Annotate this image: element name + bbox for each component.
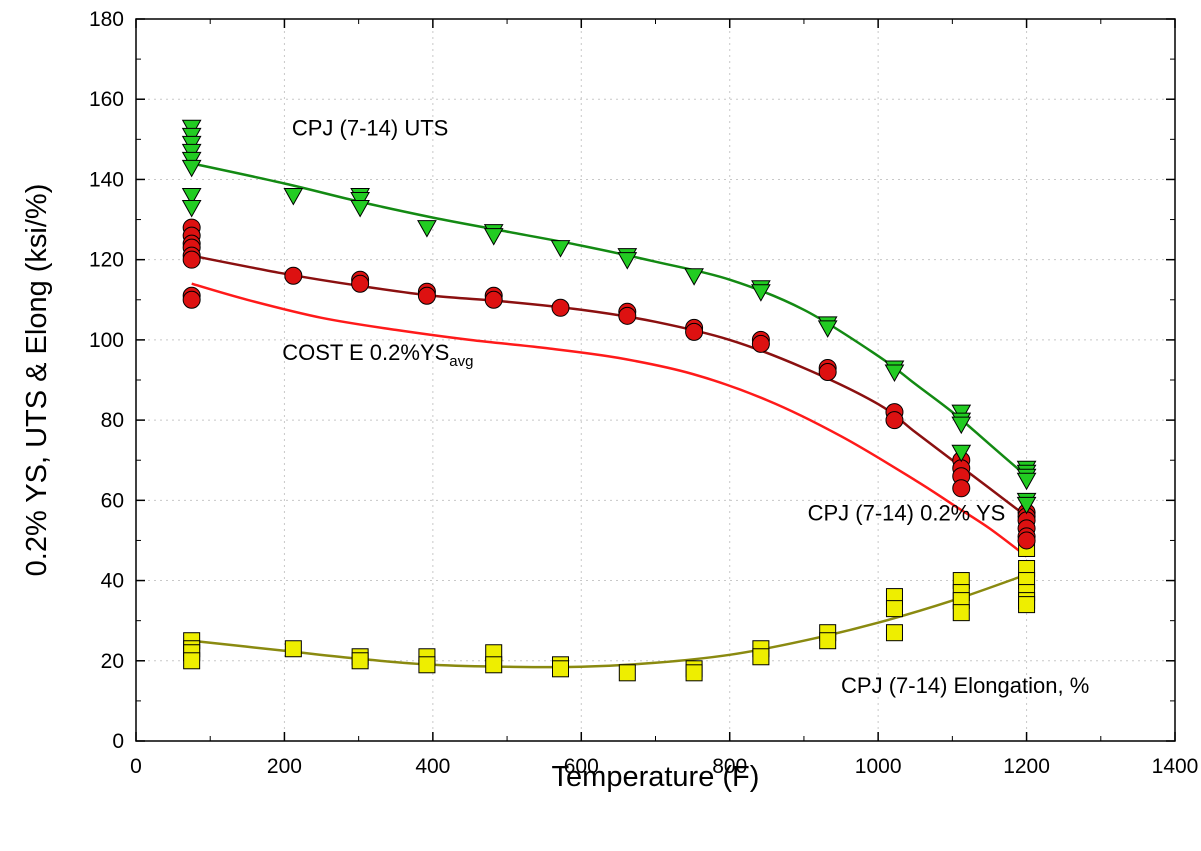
elongation-marker bbox=[685, 664, 703, 682]
ys-marker bbox=[484, 290, 503, 309]
uts-marker bbox=[1016, 472, 1037, 491]
elongation-marker bbox=[952, 604, 970, 622]
x-tick-label: 200 bbox=[267, 755, 302, 778]
uts-marker bbox=[951, 444, 972, 463]
elongation-marker bbox=[752, 648, 770, 666]
uts-marker bbox=[617, 252, 638, 270]
fit-line bbox=[191, 254, 1028, 518]
y-tick-label: 120 bbox=[89, 249, 124, 272]
tick-labels: 0 200 400 600 800 1000 1200 1400 0 20 40 60 80 100 120… bbox=[89, 8, 1198, 778]
x-tick-label: 600 bbox=[564, 755, 599, 778]
ys-marker bbox=[685, 322, 704, 341]
elongation-marker bbox=[618, 664, 636, 682]
ys-marker bbox=[182, 290, 201, 309]
uts-marker bbox=[550, 240, 571, 258]
y-tick-label: 160 bbox=[89, 88, 124, 111]
elongation-marker bbox=[552, 660, 570, 678]
y-tick-label: 20 bbox=[101, 650, 124, 673]
uts-marker bbox=[417, 220, 437, 238]
uts-marker bbox=[751, 284, 771, 302]
ys-marker bbox=[885, 411, 904, 430]
elongation-marker bbox=[351, 652, 369, 670]
uts-marker bbox=[684, 268, 704, 286]
uts-marker bbox=[181, 187, 202, 206]
uts-marker bbox=[181, 159, 202, 178]
ys-marker bbox=[618, 306, 637, 325]
elongation-marker bbox=[183, 652, 201, 670]
x-tick-label: 1000 bbox=[855, 755, 902, 778]
ys-marker bbox=[818, 362, 837, 381]
y-tick-label: 180 bbox=[89, 8, 124, 31]
annotation-label: COST E 0.2%YSavg bbox=[282, 340, 473, 370]
ys-marker bbox=[417, 286, 436, 305]
elongation-marker bbox=[819, 632, 837, 650]
y-axis-title: 0.2% YS, UTS & Elong (ksi/%) bbox=[21, 184, 53, 577]
x-tick-label: 0 bbox=[130, 755, 142, 778]
data-markers bbox=[181, 119, 1037, 682]
annotations: CPJ (7-14) UTS COST E 0.2%YSavg CPJ (7-14)… bbox=[282, 115, 1089, 698]
elongation-marker bbox=[485, 656, 503, 674]
y-tick-label: 60 bbox=[101, 489, 124, 512]
ys-marker bbox=[182, 250, 201, 269]
ys-marker bbox=[551, 298, 570, 317]
uts-marker bbox=[951, 416, 972, 435]
x-tick-label: 1400 bbox=[1152, 755, 1199, 778]
x-tick-label: 800 bbox=[712, 755, 747, 778]
y-tick-label: 40 bbox=[101, 570, 124, 593]
ys-marker bbox=[952, 479, 971, 498]
uts-marker bbox=[350, 200, 370, 218]
uts-marker bbox=[483, 228, 504, 246]
fit-line bbox=[191, 162, 1028, 478]
elongation-marker bbox=[885, 624, 903, 642]
fit-line bbox=[191, 573, 1028, 669]
uts-marker bbox=[1016, 496, 1037, 515]
axis-ticks bbox=[135, 18, 1176, 742]
annotation-label: CPJ (7-14) Elongation, % bbox=[841, 673, 1089, 698]
annotation-label: CPJ (7-14) 0.2% YS bbox=[808, 500, 1006, 525]
ys-marker bbox=[284, 266, 303, 285]
y-tick-label: 0 bbox=[112, 730, 124, 753]
x-axis-title: Temperature (F) bbox=[552, 761, 760, 793]
uts-marker bbox=[884, 364, 905, 382]
grid-lines bbox=[136, 19, 1175, 741]
x-tick-label: 400 bbox=[415, 755, 450, 778]
uts-marker bbox=[283, 187, 304, 206]
y-tick-label: 140 bbox=[89, 168, 124, 191]
y-tick-label: 80 bbox=[101, 409, 124, 432]
ys-marker bbox=[351, 274, 370, 293]
y-tick-label: 100 bbox=[89, 329, 124, 352]
x-tick-label: 1200 bbox=[1003, 755, 1050, 778]
ys-marker bbox=[751, 334, 770, 353]
annotation-label: CPJ (7-14) UTS bbox=[292, 115, 448, 140]
fit-line bbox=[191, 282, 1028, 558]
elongation-marker bbox=[418, 656, 436, 674]
uts-marker bbox=[181, 200, 202, 218]
uts-marker bbox=[817, 320, 838, 338]
elongation-marker bbox=[885, 600, 903, 618]
elongation-marker bbox=[1018, 596, 1036, 614]
elongation-marker bbox=[284, 640, 302, 658]
ys-marker bbox=[1017, 531, 1036, 550]
